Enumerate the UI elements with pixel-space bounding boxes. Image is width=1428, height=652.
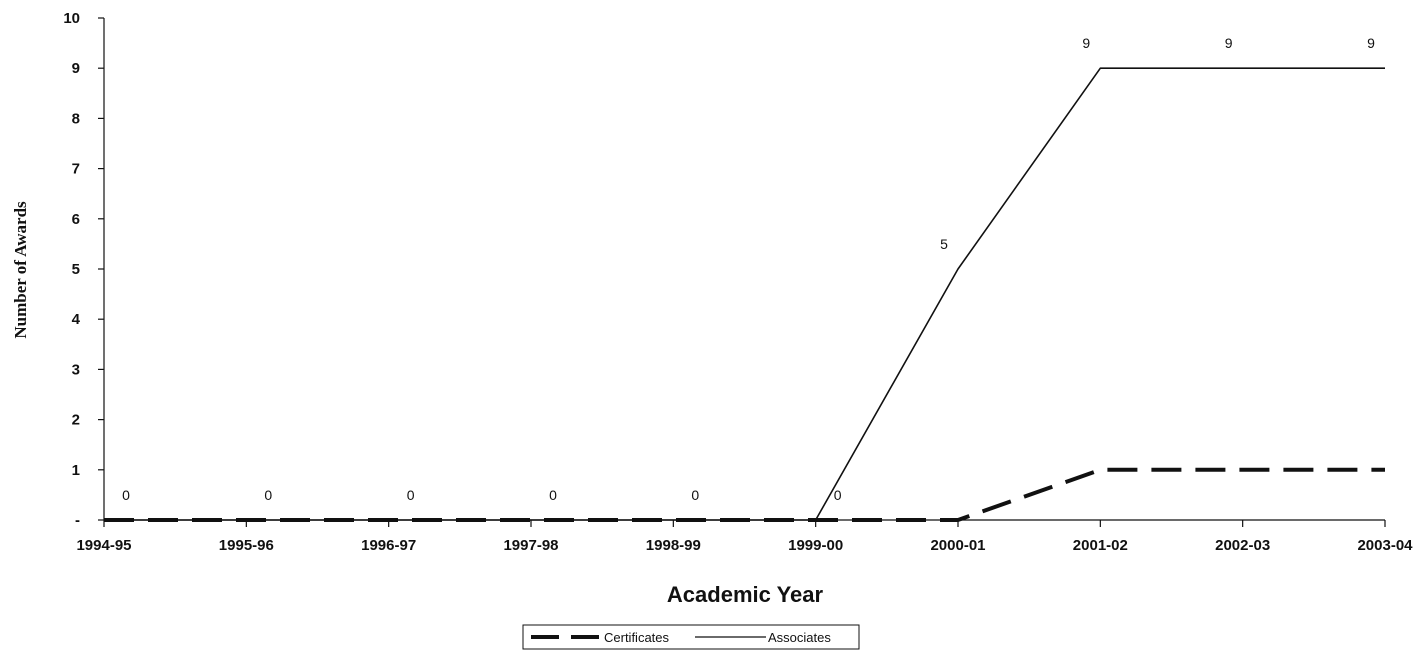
y-tick-label: 3 [72, 361, 80, 378]
y-axis: - 1 2 3 4 5 6 7 8 9 10 [63, 10, 105, 529]
y-tick-label: 8 [72, 110, 80, 127]
x-tick-label: 1994-95 [76, 537, 131, 554]
y-axis-title: Number of Awards [11, 201, 30, 339]
x-tick-label: 1995-96 [219, 537, 274, 554]
data-label-associates: 0 [264, 487, 272, 503]
legend-label-certificates: Certificates [604, 630, 670, 645]
legend-label-associates: Associates [768, 630, 831, 645]
data-label-associates: 5 [940, 236, 948, 252]
x-tick-label: 2001-02 [1073, 537, 1128, 554]
data-label-associates: 9 [1225, 35, 1233, 51]
data-label-associates: 9 [1082, 35, 1090, 51]
x-tick-label: 1997-98 [503, 537, 558, 554]
y-tick-label: 1 [72, 462, 80, 479]
y-tick-label: 7 [72, 161, 80, 178]
data-label-associates: 0 [122, 487, 130, 503]
series-layer [104, 67, 1385, 522]
data-label-layer: 0 0 0 0 0 0 5 9 9 9 [122, 35, 1375, 503]
y-tick-label: - [75, 512, 80, 529]
data-label-associates: 9 [1367, 35, 1375, 51]
data-label-associates: 0 [834, 487, 842, 503]
x-tick-label: 1998-99 [646, 537, 701, 554]
data-label-associates: 0 [691, 487, 699, 503]
y-tick-label: 6 [72, 211, 80, 228]
data-label-associates: 0 [407, 487, 415, 503]
x-tick-label: 2000-01 [930, 537, 985, 554]
y-tick-label: 4 [72, 311, 81, 328]
x-tick-label: 1999-00 [788, 537, 843, 554]
series-line-certificates [104, 467, 1385, 522]
data-label-associates: 0 [549, 487, 557, 503]
x-tick-label: 2002-03 [1215, 537, 1270, 554]
y-tick-label: 10 [63, 10, 80, 27]
y-tick-label: 2 [72, 412, 80, 429]
x-tick-label: 1996-97 [361, 537, 416, 554]
x-axis: 1994-95 1995-96 1996-97 1997-98 1998-99 1999-… [76, 519, 1413, 554]
y-tick-label: 9 [72, 60, 80, 77]
x-axis-title: Academic Year [667, 582, 824, 607]
series-line-associates [104, 67, 1385, 521]
x-tick-label: 2003-04 [1357, 537, 1413, 554]
y-tick-label: 5 [72, 261, 80, 278]
legend: Certificates Associates [522, 624, 860, 650]
